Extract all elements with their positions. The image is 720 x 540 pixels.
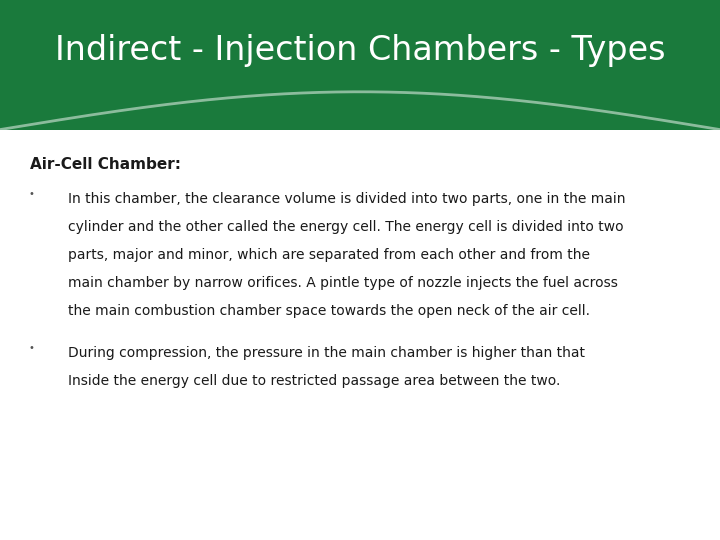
Text: In this chamber, the clearance volume is divided into two parts, one in the main: In this chamber, the clearance volume is… [68, 192, 626, 206]
Bar [0, 0, 720, 130]
Text: During compression, the pressure in the main chamber is higher than that: During compression, the pressure in the … [68, 346, 585, 360]
Text: •: • [29, 189, 35, 199]
Text: main chamber by narrow orifices. A pintle type of nozzle injects the fuel across: main chamber by narrow orifices. A pintl… [68, 276, 618, 290]
Text: parts, major and minor, which are separated from each other and from the: parts, major and minor, which are separa… [68, 248, 590, 262]
Text: Indirect - Injection Chambers - Types: Indirect - Injection Chambers - Types [55, 35, 665, 68]
Polygon shape [0, 0, 720, 130]
Text: •: • [29, 343, 35, 353]
Text: the main combustion chamber space towards the open neck of the air cell.: the main combustion chamber space toward… [68, 304, 590, 318]
Text: Air-Cell Chamber:: Air-Cell Chamber: [30, 157, 181, 172]
Text: cylinder and the other called the energy cell. The energy cell is divided into t: cylinder and the other called the energy… [68, 220, 624, 234]
Text: Inside the energy cell due to restricted passage area between the two.: Inside the energy cell due to restricted… [68, 374, 561, 388]
